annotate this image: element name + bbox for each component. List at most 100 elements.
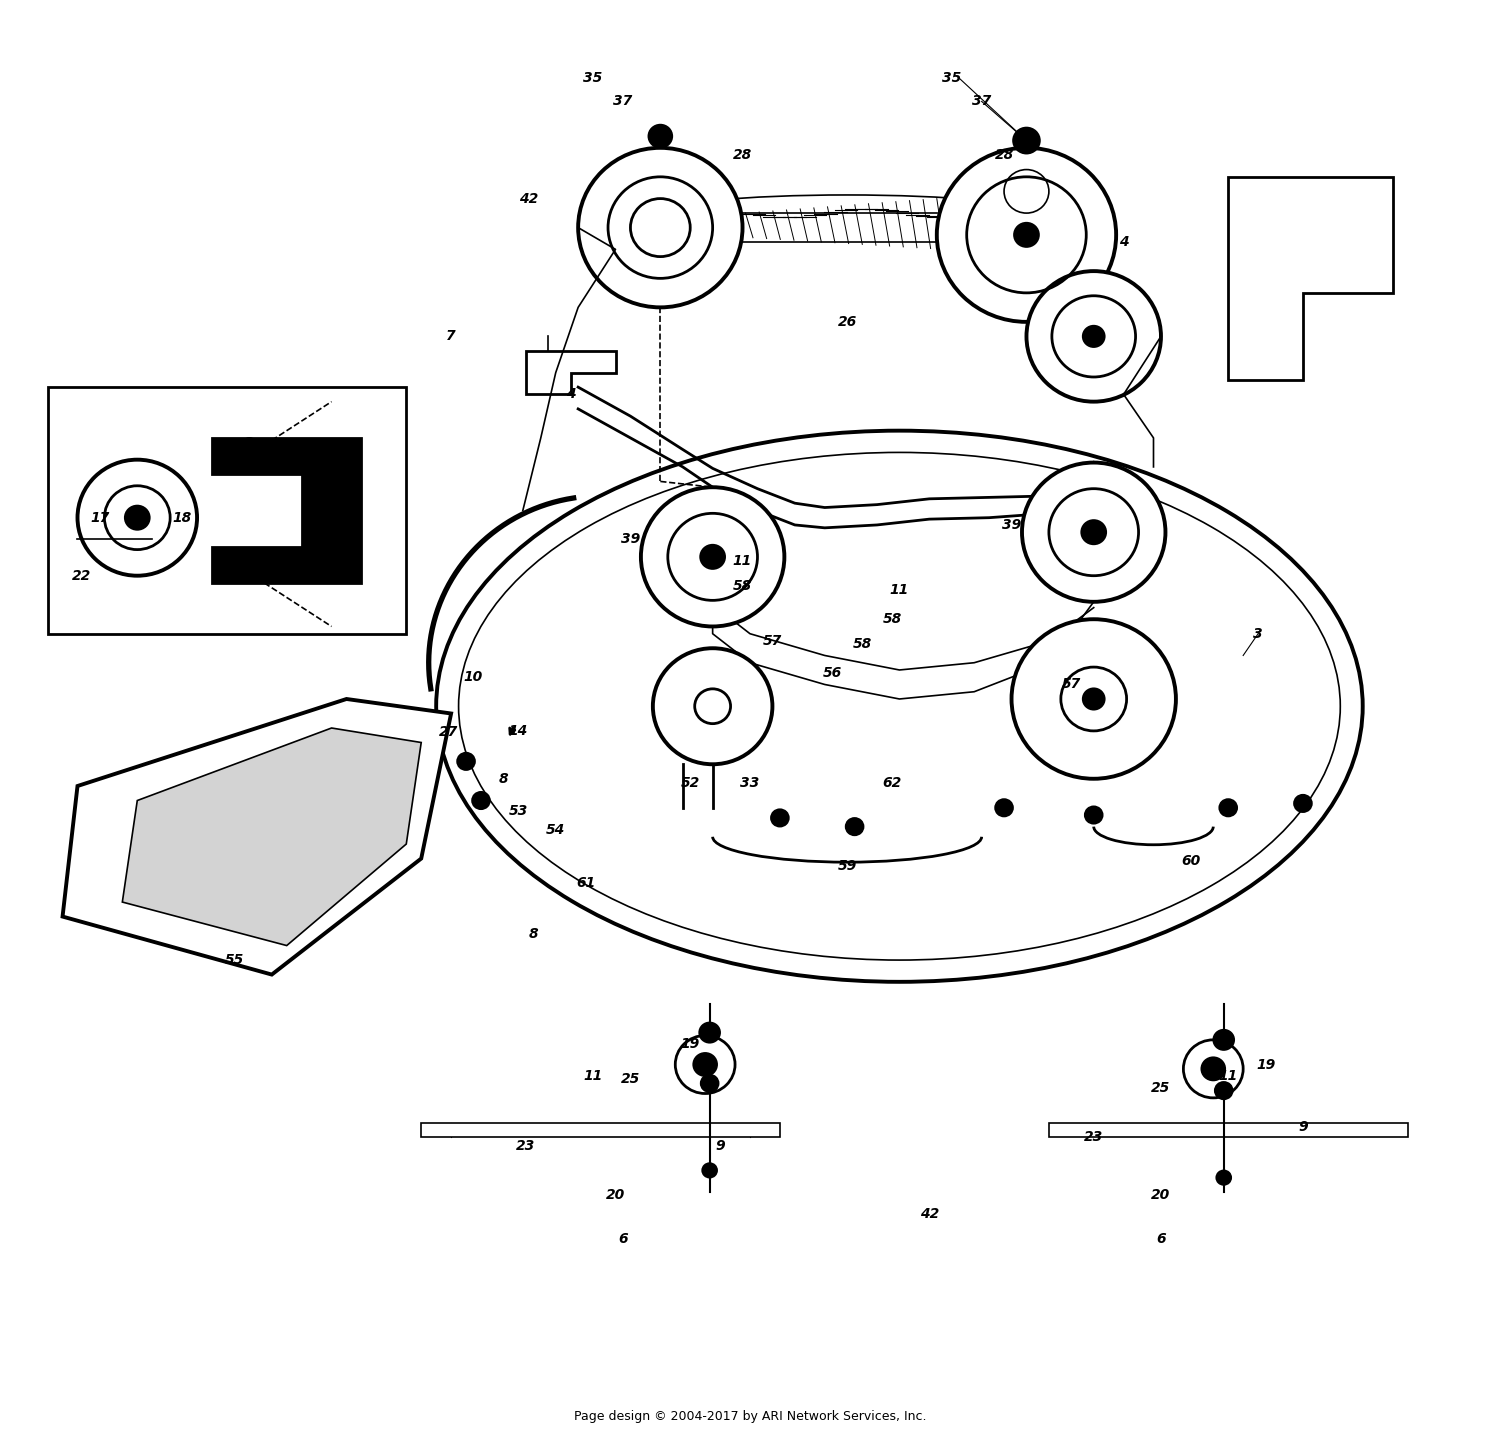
Circle shape [648,215,672,239]
Text: 3: 3 [1254,626,1263,641]
Circle shape [699,1022,720,1042]
Circle shape [994,799,1012,817]
Text: 8: 8 [528,927,538,941]
Circle shape [1084,807,1102,824]
Text: 28: 28 [994,149,1014,162]
Text: 26: 26 [837,314,856,329]
Circle shape [1294,795,1312,812]
Text: 25: 25 [1152,1080,1170,1095]
Text: 17: 17 [90,511,110,524]
Circle shape [1083,326,1104,347]
Text: 56: 56 [822,665,842,680]
Circle shape [78,460,197,575]
Circle shape [652,648,772,764]
Text: 25: 25 [621,1072,640,1086]
Circle shape [693,1053,717,1076]
Text: 33: 33 [741,776,759,791]
Circle shape [1215,1082,1233,1099]
Text: 58: 58 [734,579,752,593]
Text: 9: 9 [1298,1120,1308,1134]
Text: 11: 11 [584,1069,603,1083]
Circle shape [938,149,1116,322]
Circle shape [846,818,864,836]
Circle shape [1014,223,1038,246]
Polygon shape [422,1123,780,1137]
Text: 54: 54 [546,823,566,837]
Polygon shape [1048,1123,1407,1137]
Text: 18: 18 [172,511,192,524]
Text: 58: 58 [882,612,902,626]
Text: 39: 39 [621,533,640,546]
Text: 35: 35 [942,71,962,86]
Text: 19: 19 [1256,1057,1275,1072]
Text: 23: 23 [516,1139,536,1153]
Circle shape [242,438,256,453]
Text: 20: 20 [1152,1188,1170,1203]
Text: 7: 7 [447,329,456,344]
Circle shape [1083,689,1104,709]
Text: ARI: ARI [510,578,990,820]
Circle shape [1220,799,1238,817]
Text: 9: 9 [716,1139,724,1153]
Text: 58: 58 [852,636,871,651]
Polygon shape [1228,176,1392,380]
Text: 37: 37 [972,95,992,108]
Text: 42: 42 [519,192,538,205]
Circle shape [771,810,789,827]
Text: 19: 19 [681,1037,700,1051]
FancyBboxPatch shape [48,387,406,633]
Text: 4: 4 [566,387,576,402]
Text: 6: 6 [1156,1232,1166,1245]
Text: 53: 53 [509,804,528,818]
Text: 11: 11 [1218,1069,1237,1083]
Text: 42: 42 [920,1207,939,1222]
Polygon shape [63,699,452,974]
Polygon shape [211,438,362,582]
Text: 4: 4 [1119,234,1128,249]
Text: 57: 57 [764,633,782,648]
Text: 14: 14 [509,724,528,738]
Circle shape [1202,1057,1225,1080]
Circle shape [472,792,490,810]
Text: 62: 62 [882,776,902,791]
Circle shape [630,198,690,256]
Circle shape [648,125,672,149]
Circle shape [1184,1040,1244,1098]
Text: 55: 55 [225,954,245,967]
Circle shape [700,1075,718,1092]
Circle shape [1026,271,1161,402]
Text: 28: 28 [734,149,752,162]
Text: 8: 8 [498,772,508,786]
Circle shape [1082,521,1106,543]
Circle shape [1013,128,1040,154]
Text: 6: 6 [618,1232,628,1245]
Text: 39: 39 [1002,518,1022,531]
Circle shape [126,507,148,530]
Circle shape [702,1163,717,1178]
Text: 61: 61 [576,877,596,890]
Text: 20: 20 [606,1188,625,1203]
Polygon shape [526,351,615,395]
Text: 52: 52 [681,776,700,791]
Circle shape [1216,1171,1231,1185]
Circle shape [1022,463,1166,601]
Text: 10: 10 [464,670,483,684]
Ellipse shape [436,431,1362,981]
Circle shape [458,753,476,770]
Text: 60: 60 [1180,855,1200,868]
Circle shape [1011,619,1176,779]
Text: 57: 57 [1062,677,1082,692]
Circle shape [675,1035,735,1093]
Polygon shape [123,728,422,945]
Text: 23: 23 [1084,1130,1104,1144]
Circle shape [1214,1029,1234,1050]
Text: 37: 37 [614,95,633,108]
Text: 11: 11 [734,555,752,568]
Circle shape [700,545,724,568]
Circle shape [578,149,742,307]
Text: 13: 13 [255,446,274,460]
Text: Page design © 2004-2017 by ARI Network Services, Inc.: Page design © 2004-2017 by ARI Network S… [573,1411,926,1424]
Circle shape [640,488,784,626]
Text: 27: 27 [438,725,458,740]
Text: 35: 35 [584,71,603,86]
